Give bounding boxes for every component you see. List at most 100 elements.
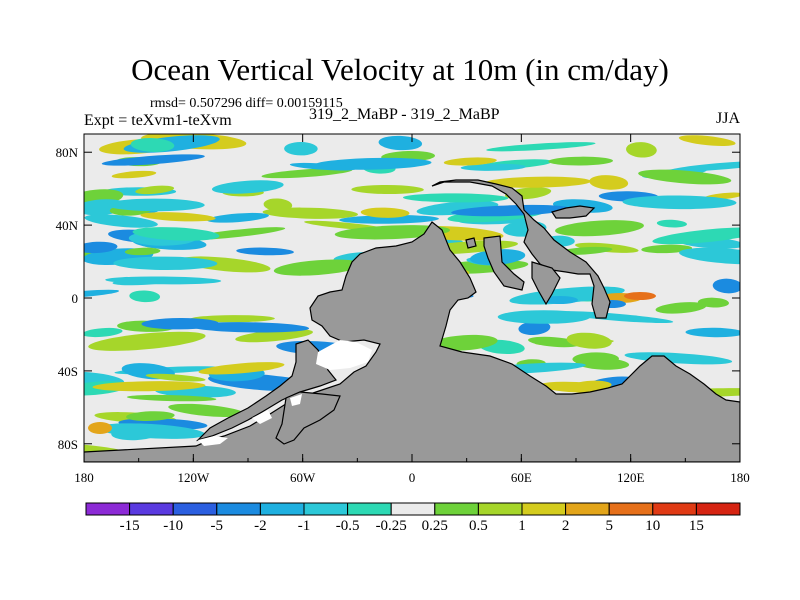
velocity-patch bbox=[141, 317, 219, 330]
y-tick-label: 0 bbox=[72, 291, 79, 306]
velocity-patch bbox=[84, 327, 123, 338]
land-mask bbox=[84, 179, 740, 462]
colorbar-swatch bbox=[129, 502, 174, 516]
velocity-patch bbox=[403, 193, 509, 203]
x-tick-label: 120W bbox=[177, 470, 210, 485]
velocity-patch bbox=[484, 176, 591, 188]
land-india bbox=[531, 261, 561, 306]
colorbar-swatch bbox=[521, 502, 567, 516]
colorbar-label: -15 bbox=[120, 518, 140, 534]
colorbar-label: -5 bbox=[211, 518, 224, 534]
velocity-patch bbox=[556, 311, 674, 324]
velocity-patch bbox=[548, 156, 613, 166]
velocity-patch bbox=[518, 321, 551, 335]
velocity-patch bbox=[124, 247, 161, 256]
velocity-patch bbox=[129, 290, 161, 303]
x-tick-label: 180 bbox=[730, 470, 750, 485]
velocity-patch bbox=[685, 327, 740, 338]
velocity-patch bbox=[97, 423, 206, 439]
velocity-patch bbox=[712, 278, 740, 294]
velocity-patch bbox=[92, 381, 206, 392]
velocity-patch bbox=[572, 352, 619, 366]
colorbar-swatch bbox=[172, 502, 218, 516]
velocity-patch bbox=[460, 163, 526, 171]
colorbar-swatch bbox=[303, 502, 349, 516]
velocity-patch bbox=[378, 135, 423, 151]
x-tick-label: 0 bbox=[409, 470, 416, 485]
colorbar-swatch bbox=[216, 502, 261, 516]
velocity-patch bbox=[263, 198, 293, 212]
colorbar-swatch bbox=[608, 502, 654, 516]
colorbar-swatch bbox=[565, 502, 610, 516]
velocity-patch bbox=[111, 170, 157, 179]
velocity-patch bbox=[571, 380, 612, 391]
velocity-patch bbox=[132, 227, 220, 241]
velocity-patch bbox=[622, 195, 737, 210]
colorbar-swatch bbox=[695, 502, 741, 516]
land-antarctic-peninsula bbox=[195, 339, 337, 442]
colorbar: -15 -10 -5 -2 -1 -0.5 -0.25 0.25 0.5 1 2 5 10 15 bbox=[85, 502, 741, 534]
velocity-patch bbox=[88, 331, 206, 351]
x-tick-label: 180 bbox=[74, 470, 94, 485]
stats-label: rmsd= 0.507296 diff= 0.00159115 bbox=[150, 96, 343, 111]
colorbar-swatch bbox=[259, 502, 305, 516]
velocity-patch bbox=[443, 157, 497, 166]
colorbar-label: 0.5 bbox=[469, 518, 488, 534]
land-island-small bbox=[465, 237, 477, 249]
velocity-patch bbox=[126, 411, 175, 421]
velocity-patch bbox=[140, 212, 216, 222]
colorbar-label: 15 bbox=[689, 518, 704, 534]
colorbar-swatch bbox=[347, 502, 392, 516]
velocity-patch bbox=[652, 227, 740, 245]
velocity-patch bbox=[555, 220, 644, 237]
missing-patch bbox=[252, 410, 272, 424]
velocity-patch bbox=[641, 244, 693, 254]
velocity-patch bbox=[168, 403, 245, 417]
velocity-patch bbox=[189, 322, 310, 333]
velocity-patch bbox=[670, 160, 740, 172]
velocity-patch bbox=[273, 259, 362, 276]
missing-patch bbox=[316, 340, 372, 370]
land-arabia bbox=[483, 235, 525, 291]
velocity-patch bbox=[486, 142, 596, 152]
y-tick-label: 80N bbox=[56, 145, 79, 160]
velocity-patch bbox=[84, 241, 118, 254]
velocity-patch bbox=[566, 332, 612, 349]
missing-data-patches bbox=[198, 340, 372, 446]
velocity-patch bbox=[339, 215, 439, 224]
x-tick-label: 120E bbox=[617, 470, 645, 485]
velocity-patch bbox=[626, 142, 657, 158]
velocity-patch bbox=[112, 277, 176, 286]
x-axis: 180 120W 60W 0 60E 120E 180 bbox=[74, 134, 750, 485]
velocity-patch bbox=[126, 394, 217, 402]
y-axis: 80N 40N 0 40S 80S bbox=[56, 145, 740, 452]
case-label: 319_2_MaBP - 319_2_MaBP bbox=[309, 106, 500, 123]
velocity-patch-strong bbox=[542, 296, 578, 304]
velocity-patch bbox=[624, 352, 733, 365]
velocity-patch bbox=[430, 334, 498, 351]
velocity-patch bbox=[206, 212, 269, 223]
velocity-patch bbox=[655, 302, 707, 314]
velocity-patch bbox=[145, 373, 206, 382]
velocity-patch bbox=[284, 141, 318, 156]
x-tick-label: 60W bbox=[290, 470, 316, 485]
season-label: JJA bbox=[716, 110, 741, 127]
colorbar-label: -0.25 bbox=[376, 518, 407, 534]
colorbar-label: 1 bbox=[518, 518, 526, 534]
velocity-patch-strong bbox=[88, 422, 112, 434]
land-island-north bbox=[551, 205, 596, 219]
velocity-patch bbox=[113, 256, 218, 271]
colorbar-label: -10 bbox=[163, 518, 183, 534]
velocity-patch bbox=[101, 154, 205, 166]
colorbar-label: 0.25 bbox=[422, 518, 448, 534]
velocity-patch bbox=[84, 214, 158, 228]
velocity-patch bbox=[236, 247, 294, 256]
velocity-patch bbox=[351, 184, 424, 195]
velocity-patch bbox=[130, 138, 175, 152]
experiment-label: Expt = teXvm1-teXvm bbox=[84, 112, 232, 129]
y-tick-label: 40N bbox=[56, 218, 79, 233]
velocity-patch bbox=[638, 169, 732, 185]
velocity-patch bbox=[198, 362, 285, 375]
colorbar-swatch bbox=[652, 502, 697, 516]
